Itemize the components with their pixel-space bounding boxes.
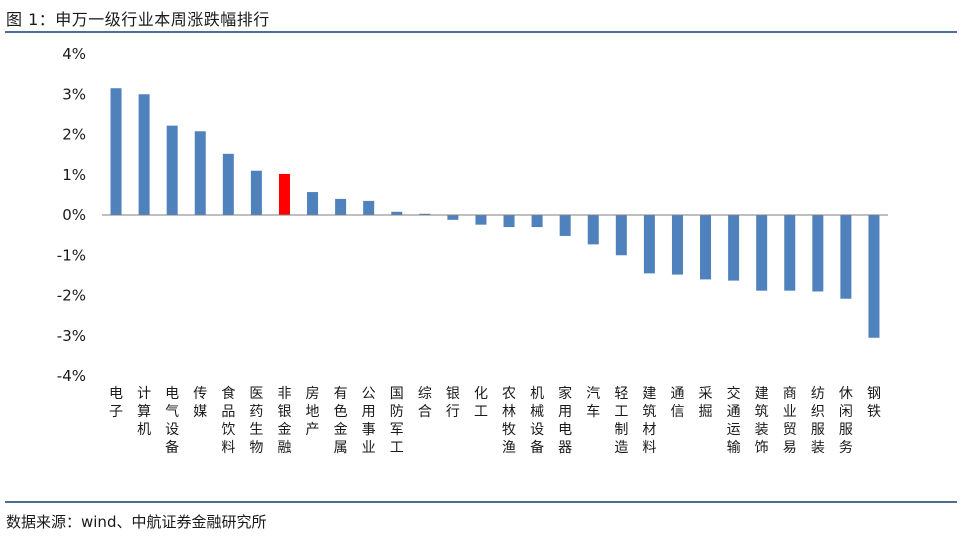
category-label: 传媒 [193,386,207,420]
bar-chart: 4% 3% 2% 1% 0% -1% -2% -3% -4% 电子计算机电气设备传媒食品饮料医药… [57,45,888,456]
bar-综合 [419,213,431,215]
category-label: 休闲服务 [839,386,853,456]
category-label: 化工 [474,386,488,420]
y-tick-label: 4% [62,45,86,63]
bar-电子 [110,88,122,215]
y-tick-label: 2% [62,126,86,144]
bar-纺织服装 [812,215,824,292]
category-label: 采掘 [699,386,713,420]
bottom-divider [5,501,957,503]
bar-采掘 [700,215,712,280]
category-label: 家用电器 [558,385,572,456]
category-label: 交通运输 [727,385,741,456]
bar-医药生物 [250,170,262,215]
category-label: 计算机 [137,386,151,438]
category-label: 电气设备 [165,386,179,456]
category-label: 公用事业 [362,386,376,456]
category-label: 钢铁 [867,386,881,420]
bar-交通运输 [728,215,740,281]
category-label: 房地产 [306,386,320,438]
bar-休闲服务 [840,215,852,299]
category-label: 轻工制造 [614,386,628,456]
bar-汽车 [587,215,599,245]
bar-国防军工 [391,211,403,215]
y-axis-ticks: 4% 3% 2% 1% 0% -1% -2% -3% -4% [57,45,86,385]
bar-建筑装饰 [756,215,768,291]
y-tick-label: -3% [57,327,86,345]
bar-轻工制造 [615,215,627,256]
category-label: 医药生物 [249,386,263,456]
category-label: 建筑装饰 [755,386,769,456]
y-tick-label: -2% [57,287,86,305]
category-label: 农林牧渔 [502,386,516,456]
category-label: 有色金属 [334,386,348,456]
y-tick-label: -1% [57,246,86,264]
bars [110,88,880,338]
category-label: 食品饮料 [221,385,235,456]
y-tick-label: 3% [62,85,86,103]
category-label: 综合 [418,386,432,420]
bar-有色金属 [335,198,347,215]
category-label: 国防军工 [390,386,404,456]
y-tick-label: -4% [57,367,86,385]
bar-通信 [671,215,683,275]
top-divider [5,31,957,33]
bar-机械设备 [531,215,543,228]
category-label: 纺织服装 [811,386,825,456]
bar-公用事业 [363,200,375,215]
bar-商业贸易 [784,215,796,291]
category-label: 通信 [670,386,684,420]
bar-银行 [447,215,459,220]
bar-钢铁 [868,215,880,338]
y-tick-label: 1% [62,166,86,184]
bar-非银金融 [278,173,290,215]
source-note: 数据来源：wind、中航证券金融研究所 [6,513,267,531]
category-label: 机械设备 [530,386,544,456]
page-title: 图 1：申万一级行业本周涨跌幅排行 [6,10,270,29]
y-tick-label: 0% [62,206,86,224]
bar-食品饮料 [222,153,234,215]
category-label: 银行 [446,386,460,420]
bar-计算机 [138,94,150,215]
category-label: 非银金融 [277,386,291,456]
bar-电气设备 [166,125,178,215]
category-label: 建筑材料 [642,386,656,456]
category-label: 商业贸易 [783,386,797,456]
category-label: 汽车 [586,386,600,420]
bar-农林牧渔 [503,215,515,228]
bar-化工 [475,215,487,225]
bar-传媒 [194,131,206,215]
category-label: 电子 [109,386,123,420]
bar-建筑材料 [643,215,655,274]
bar-房地产 [307,192,319,215]
bar-家用电器 [559,215,571,236]
